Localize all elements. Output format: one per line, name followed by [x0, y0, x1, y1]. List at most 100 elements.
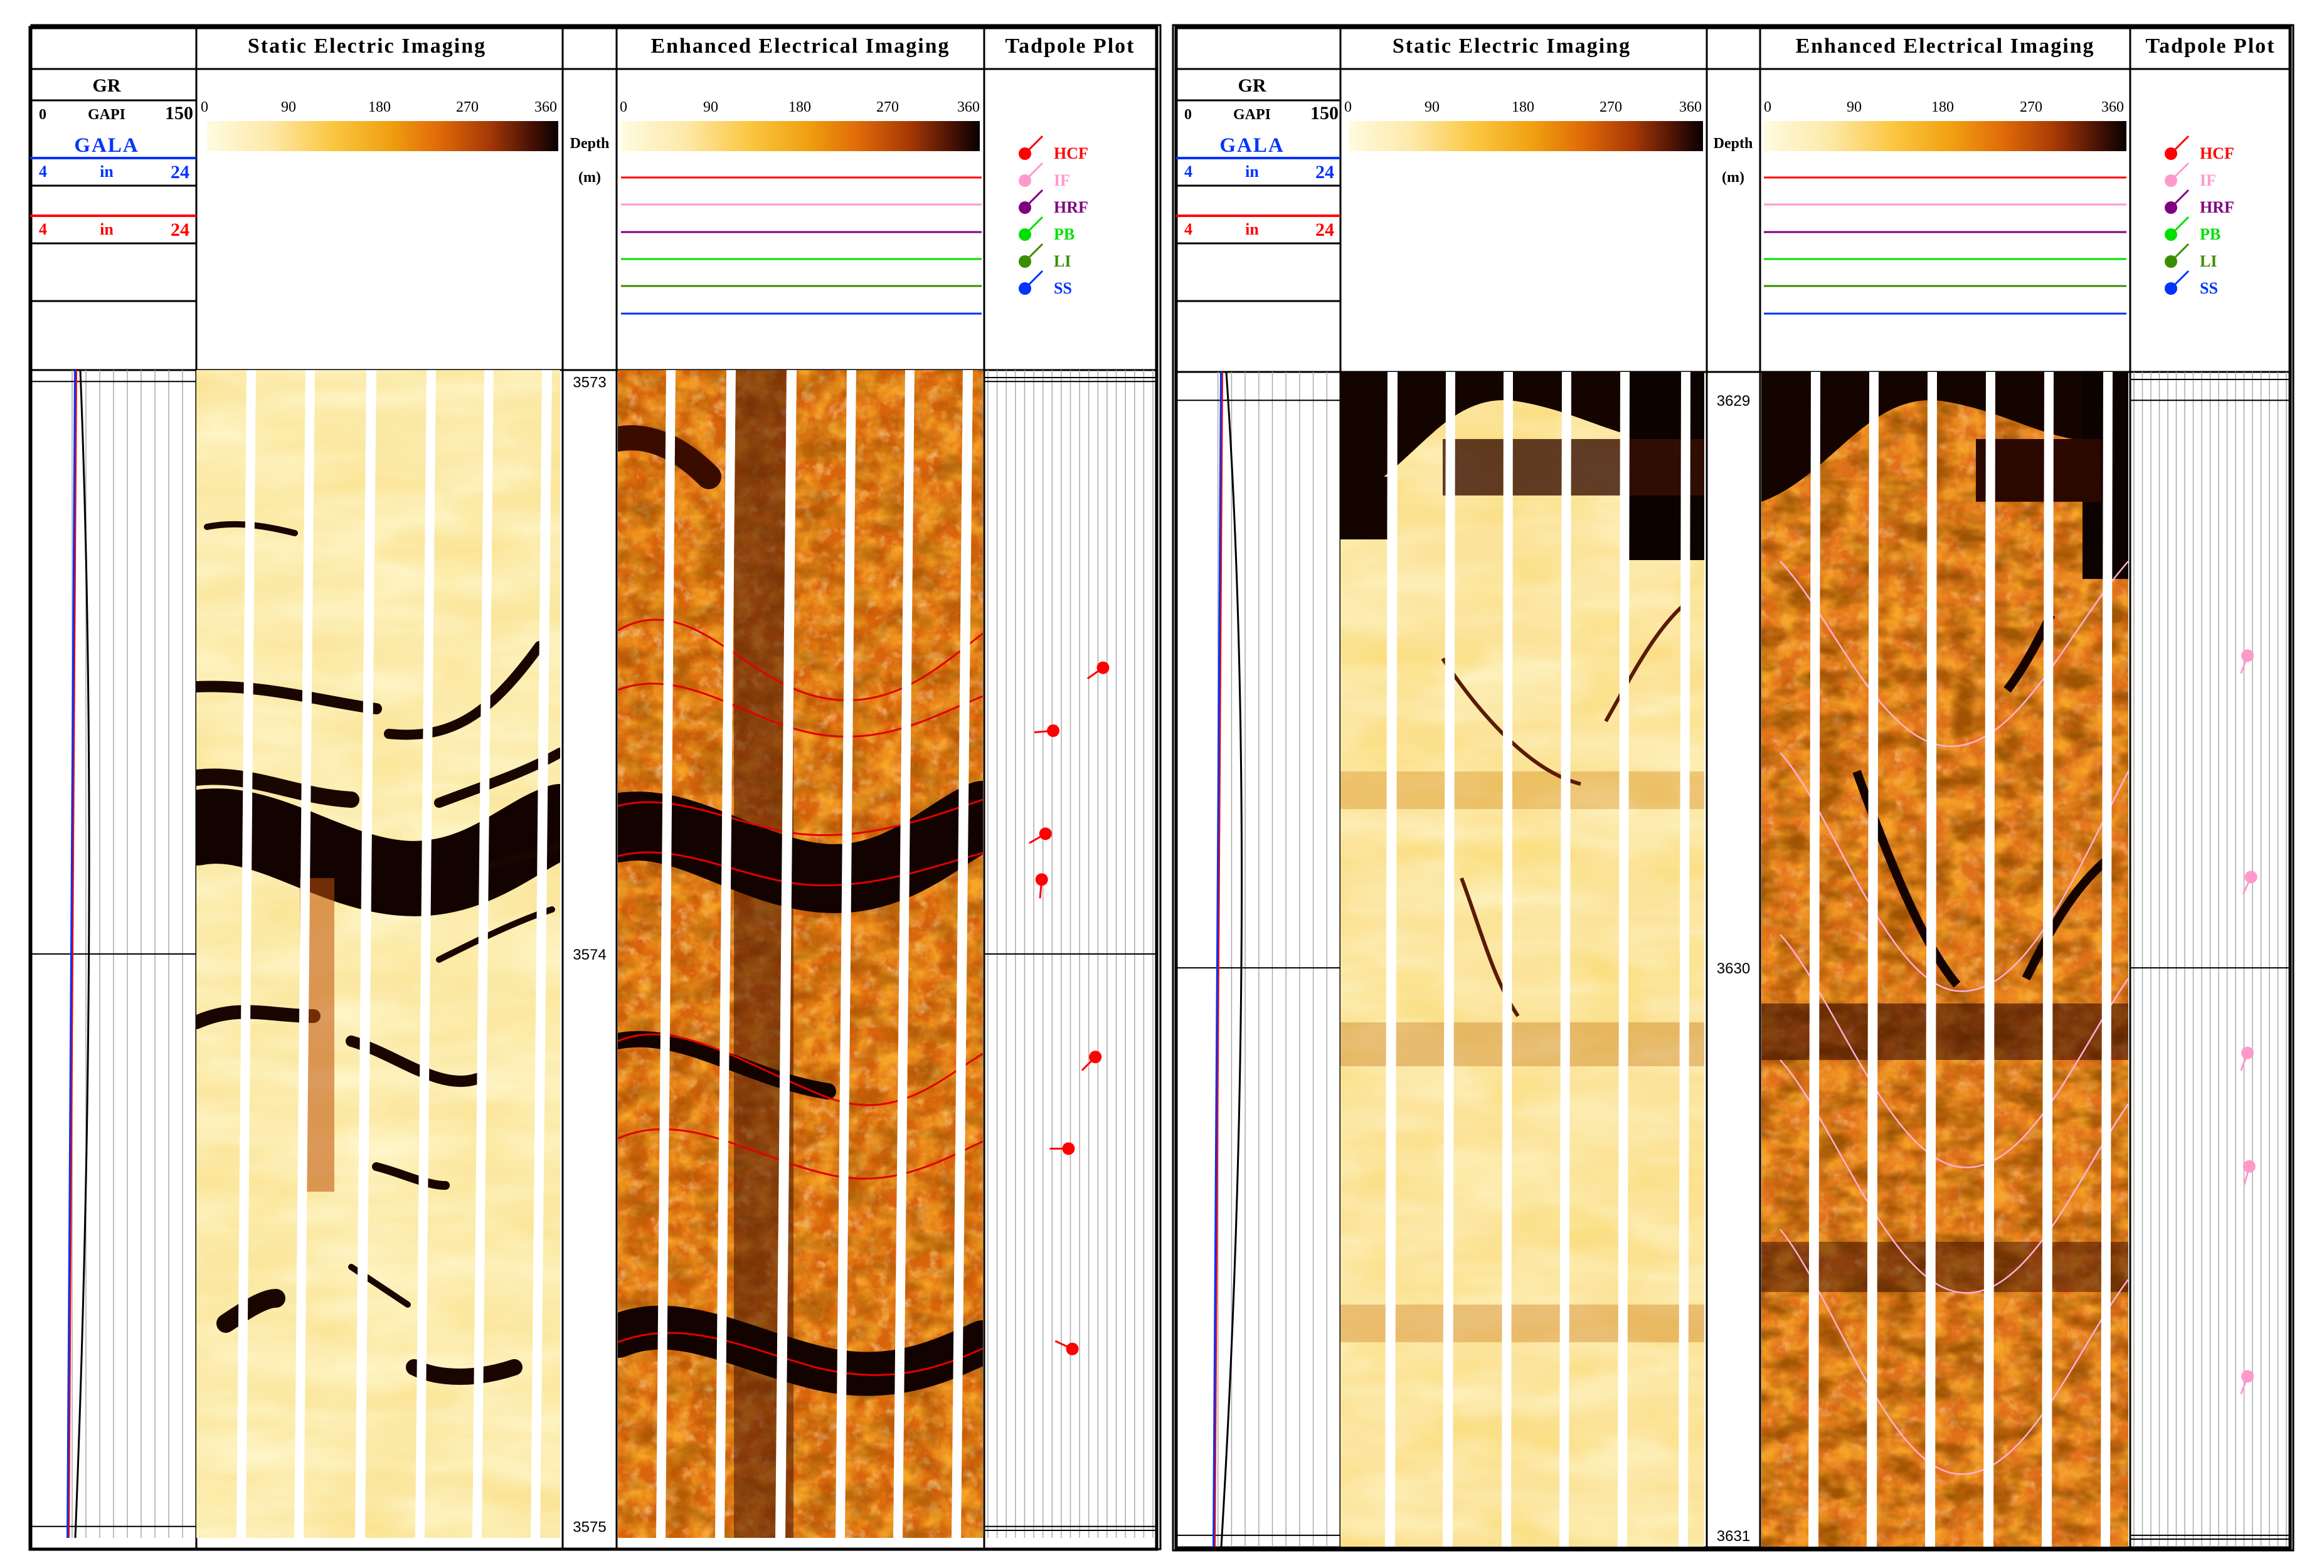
- legend-item-if: IF: [2165, 162, 2216, 189]
- p2-enh-tick-2: 180: [1931, 99, 1954, 115]
- p2-cal1-min: 4: [1184, 162, 1192, 181]
- p1-cal2-unit: in: [100, 220, 114, 238]
- p1-gr-min: 0: [39, 107, 46, 123]
- p2-gr-track: [1176, 371, 1340, 1547]
- p2-gr-min: 0: [1184, 107, 1192, 123]
- tadpole-head: [1066, 1342, 1079, 1355]
- p2-gr-max: 150: [1310, 103, 1339, 124]
- legend-label: IF: [2200, 171, 2216, 189]
- p2-static-title: Static Electric Imaging: [1393, 34, 1631, 58]
- p1-cal2-max: 24: [171, 220, 189, 240]
- p1-enhanced-title: Enhanced Electrical Imaging: [650, 34, 950, 58]
- legend-item-ss: SS: [2165, 270, 2218, 297]
- p1-static-title: Static Electric Imaging: [248, 34, 486, 58]
- legend-item-pb: PB: [2165, 216, 2221, 243]
- p1-gala-label: GALA: [74, 134, 139, 157]
- p2-tadpole-track: [2130, 372, 2290, 1547]
- p2-enh-tick-3: 270: [2020, 99, 2042, 115]
- tadpole-marker: [2242, 1160, 2256, 1185]
- legend-item-hrf: HRF: [1019, 189, 1088, 216]
- legend-dot: [1019, 282, 1031, 295]
- legend-item-li: LI: [2165, 243, 2217, 270]
- p1-static-image: [196, 370, 560, 1538]
- tadpole-head: [1096, 661, 1110, 674]
- legend-dot: [1019, 201, 1031, 214]
- legend-item-pb: PB: [1019, 216, 1074, 243]
- p2-gala-label: GALA: [1219, 134, 1284, 157]
- p2-static-tick-4: 360: [1679, 99, 1702, 115]
- p1-cal1-max: 24: [171, 162, 189, 183]
- tadpole-head: [1047, 724, 1059, 738]
- legend-dot: [2165, 228, 2177, 241]
- tadpole-marker: [2240, 1370, 2254, 1395]
- legend-dot: [1019, 174, 1031, 187]
- legend-label: SS: [2200, 279, 2218, 297]
- legend-label: HRF: [1054, 198, 1088, 216]
- p1-gr-title: GR: [93, 75, 121, 96]
- p2-tadpole-legend: HCF IF HRF PB LI SS: [2165, 135, 2234, 297]
- p2-enh-tick-1: 90: [1847, 99, 1862, 115]
- legend-label: HCF: [1054, 144, 1088, 162]
- depth-tick-label: 3575: [573, 1519, 606, 1536]
- tadpole-marker: [1081, 1051, 1102, 1071]
- p2-tadpole-title: Tadpole Plot: [2146, 34, 2276, 58]
- p2-depth-track: 3629 3630 3631: [1717, 393, 1750, 1545]
- p1-tadpole-legend: HCF IF HRF PB LI SS: [1019, 135, 1088, 297]
- depth-tick-label: 3631: [1717, 1528, 1750, 1545]
- tadpole-marker: [2240, 1046, 2254, 1071]
- p1-cal1-min: 4: [39, 162, 47, 181]
- legend-label: PB: [1054, 225, 1074, 243]
- p1-tadpole-title: Tadpole Plot: [1005, 34, 1135, 58]
- legend-dot: [2165, 255, 2177, 268]
- tadpole-marker: [2242, 871, 2258, 895]
- p2-cal2-unit: in: [1245, 220, 1259, 238]
- p1-tadpole-track: [984, 370, 1157, 1538]
- caliper-curve-2: [68, 369, 77, 1539]
- p1-cal1-unit: in: [100, 162, 114, 181]
- tadpole-head: [1035, 873, 1048, 886]
- caliper-curve-2: [1214, 371, 1223, 1547]
- depth-tick-label: 3573: [573, 374, 606, 391]
- legend-dot: [2165, 147, 2177, 160]
- p1-static-tick-2: 180: [368, 99, 391, 115]
- legend-dot: [1019, 228, 1031, 241]
- p2-depth-label: Depth: [1714, 135, 1753, 152]
- tadpole-head: [2241, 1370, 2254, 1383]
- p1-enh-tick-1: 90: [703, 99, 718, 115]
- tadpole-head: [2241, 649, 2254, 662]
- p2-enh-tick-0: 0: [1764, 99, 1771, 115]
- p1-legend-lines: [621, 176, 982, 315]
- panel-1: GR 0 GAPI 150 GALA 4 in 24 4 in 24 Stati…: [28, 24, 1162, 1551]
- p2-enhanced-image: [1761, 372, 2128, 1547]
- p1-static-tick-4: 360: [534, 99, 557, 115]
- legend-label: HRF: [2200, 198, 2234, 216]
- p2-legend-lines: [1764, 176, 2126, 315]
- p2-static-colorbar: [1349, 121, 1703, 151]
- p2-cal2-min: 4: [1184, 220, 1192, 238]
- gr-curve: [1220, 371, 1243, 1547]
- tadpole-head: [1089, 1051, 1102, 1064]
- p1-cal2-min: 4: [39, 220, 47, 238]
- legend-item-hcf: HCF: [1019, 135, 1088, 162]
- p1-enh-tick-4: 360: [957, 99, 980, 115]
- p2-static-tick-2: 180: [1512, 99, 1534, 115]
- legend-label: IF: [1054, 171, 1070, 189]
- p2-gr-title: GR: [1238, 75, 1266, 96]
- tadpole-marker: [1035, 873, 1048, 899]
- legend-label: LI: [2200, 252, 2217, 270]
- tadpole-head: [1062, 1142, 1075, 1155]
- p2-cal2-max: 24: [1315, 220, 1334, 240]
- p1-gr-unit: GAPI: [88, 107, 125, 123]
- legend-item-ss: SS: [1019, 270, 1072, 297]
- legend-label: SS: [1054, 279, 1072, 297]
- tadpole-marker: [2240, 649, 2254, 674]
- p2-static-tick-3: 270: [1600, 99, 1622, 115]
- tadpole-head: [2242, 1160, 2256, 1173]
- legend-dot: [1019, 147, 1031, 160]
- p1-enhanced-image: [618, 370, 983, 1538]
- legend-item-hrf: HRF: [2165, 189, 2234, 216]
- p1-depth-track: 3573 3574 3575: [573, 374, 606, 1535]
- legend-dot: [2165, 201, 2177, 214]
- caliper-curve-1: [1212, 371, 1223, 1547]
